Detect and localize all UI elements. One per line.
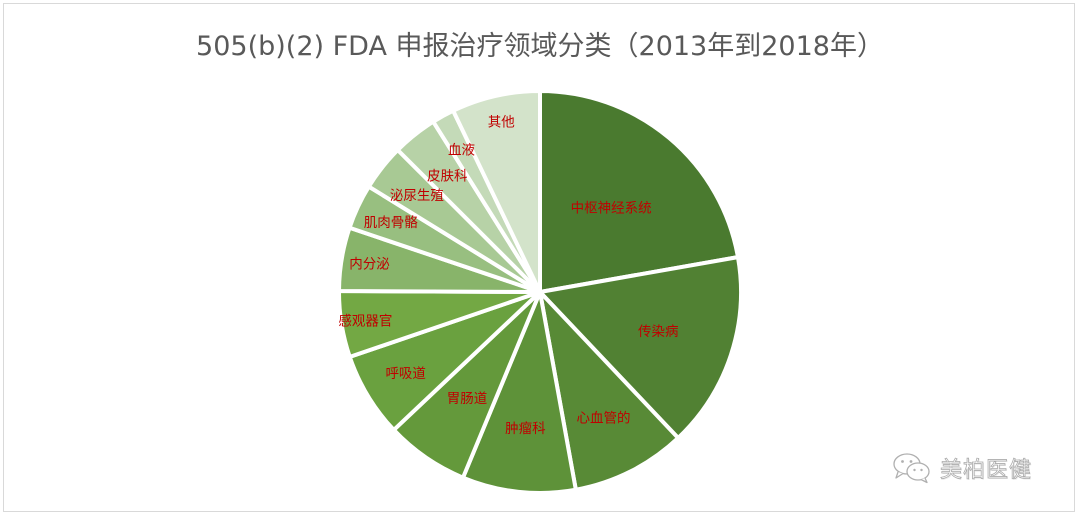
slice-label: 中枢神经系统 <box>571 200 652 216</box>
pie-slice <box>538 255 744 440</box>
watermark-text: 美柏医健 <box>940 458 1033 484</box>
slice-label: 感观器官 <box>338 313 392 330</box>
slice-label: 泌尿生殖 <box>390 187 444 204</box>
slice-label: 肌肉骨骼 <box>364 215 418 231</box>
pie-slices <box>336 89 744 495</box>
pie-slice <box>538 89 740 294</box>
watermark: 美柏医健 <box>892 452 1032 484</box>
chart-title: 505(b)(2) FDA 申报治疗领域分类（2013年到2018年） <box>196 31 884 62</box>
slice-label: 血液 <box>448 142 475 158</box>
pie-slice <box>538 290 681 492</box>
slice-label: 内分泌 <box>349 257 390 273</box>
pie-slice <box>451 89 542 294</box>
slice-label: 胃肠道 <box>447 391 488 407</box>
slice-label: 肿瘤科 <box>505 420 546 437</box>
pie-slice <box>461 290 578 495</box>
slice-label: 皮肤科 <box>427 169 468 185</box>
slice-label: 其他 <box>488 115 515 131</box>
slice-label: 心血管的 <box>577 411 631 427</box>
wechat-icon <box>893 453 930 484</box>
slice-label: 传染病 <box>638 324 679 340</box>
slice-label: 呼吸道 <box>385 366 426 382</box>
